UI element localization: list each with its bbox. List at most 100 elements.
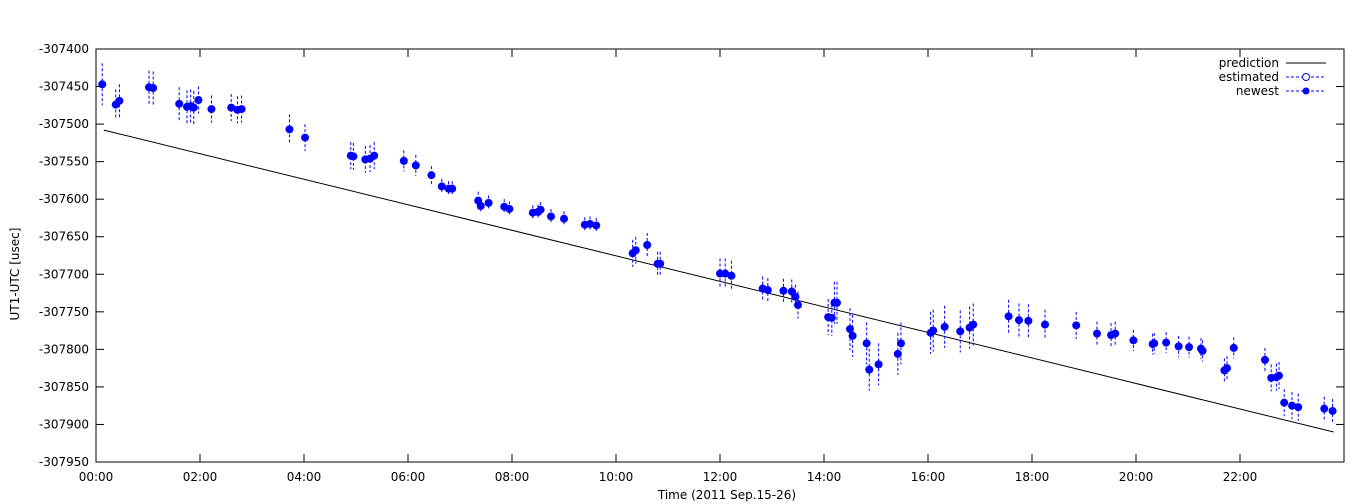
data-point xyxy=(1162,338,1171,347)
data-point xyxy=(1024,316,1033,325)
axes: -307400 -307450 -307500 -307550 -307600 -3076… xyxy=(39,42,1345,484)
data-point xyxy=(411,161,420,170)
data-point xyxy=(1072,321,1081,330)
data-point xyxy=(437,182,446,191)
data-point xyxy=(1223,364,1231,373)
legend-label-newest: newest xyxy=(1236,84,1279,98)
legend-label-estimated: estimated xyxy=(1219,70,1279,84)
data-point xyxy=(301,133,310,142)
y-tick-label: -307500 xyxy=(39,117,89,131)
data-point xyxy=(399,156,408,165)
y-tick-label: -307900 xyxy=(39,417,89,431)
data-point xyxy=(227,103,236,112)
plot-frame xyxy=(95,48,1345,463)
data-point xyxy=(370,151,379,160)
data-point xyxy=(865,365,874,374)
x-axis-label: Time (2011 Sep.15-26) xyxy=(657,488,796,502)
x-tick-label: 02:00 xyxy=(183,470,218,484)
data-point xyxy=(1111,329,1120,338)
x-tick-label: 10:00 xyxy=(599,470,634,484)
data-point xyxy=(1129,336,1138,345)
data-point xyxy=(1150,339,1159,348)
data-point xyxy=(484,198,493,207)
data-point xyxy=(893,349,902,358)
legend-label-prediction: prediction xyxy=(1219,56,1279,70)
y-tick-label: -307850 xyxy=(39,380,89,394)
x-tick-label: 00:00 xyxy=(79,470,114,484)
data-point xyxy=(862,339,871,348)
y-tick-label: -307750 xyxy=(39,305,89,319)
data-point xyxy=(1294,403,1303,412)
data-point xyxy=(149,84,158,93)
data-point xyxy=(727,271,736,280)
y-tick-label: -307550 xyxy=(39,155,89,169)
data-point xyxy=(189,103,198,112)
y-tick-label: -307700 xyxy=(39,267,89,281)
data-point xyxy=(779,286,788,295)
data-point xyxy=(1198,346,1207,355)
x-tick-label: 20:00 xyxy=(1119,470,1154,484)
data-point xyxy=(1093,329,1101,338)
data-point xyxy=(848,331,857,340)
data-point xyxy=(1229,343,1238,352)
data-point xyxy=(560,214,568,223)
legend: prediction estimated newest xyxy=(1219,56,1326,98)
data-point xyxy=(1280,398,1289,407)
data-point xyxy=(448,184,457,193)
x-tick-label: 22:00 xyxy=(1223,470,1258,484)
prediction-line xyxy=(103,129,1334,433)
y-axis-label: UT1-UTC [usec] xyxy=(8,228,22,321)
data-point xyxy=(592,221,601,230)
data-point xyxy=(476,201,485,210)
data-point xyxy=(874,360,883,369)
x-tick-label: 16:00 xyxy=(911,470,946,484)
data-point xyxy=(827,313,836,322)
data-point xyxy=(1260,355,1269,364)
data-point xyxy=(763,286,772,295)
data-point xyxy=(721,269,730,278)
y-tick-label: -307600 xyxy=(39,192,89,206)
data-point xyxy=(98,80,107,89)
data-point xyxy=(1328,406,1337,415)
data-point xyxy=(833,298,841,307)
data-point xyxy=(791,292,800,301)
y-tick-label: -307950 xyxy=(39,455,89,469)
x-tick-label: 04:00 xyxy=(287,470,322,484)
data-point xyxy=(115,96,124,105)
x-tick-label: 12:00 xyxy=(703,470,738,484)
data-point xyxy=(896,339,905,348)
y-tick-label: -307450 xyxy=(39,80,89,94)
legend-marker-estimated xyxy=(1302,73,1310,81)
data-point xyxy=(586,219,594,228)
data-point xyxy=(285,125,294,134)
data-point xyxy=(194,96,203,105)
data-point xyxy=(536,205,545,214)
y-tick-label: -307400 xyxy=(39,42,89,56)
data-point xyxy=(1320,404,1329,413)
y-tick-label: -307650 xyxy=(39,230,89,244)
x-tick-label: 08:00 xyxy=(495,470,530,484)
data-point xyxy=(940,322,949,331)
data-point xyxy=(1174,342,1183,351)
data-point xyxy=(427,171,436,180)
x-tick-label: 18:00 xyxy=(1015,470,1050,484)
data-point xyxy=(175,99,184,108)
data-point xyxy=(846,325,854,334)
data-point xyxy=(794,301,802,310)
data-point xyxy=(1288,401,1296,410)
data-point xyxy=(1185,343,1194,352)
data-point xyxy=(349,152,358,161)
data-point xyxy=(929,326,938,335)
data-point xyxy=(1275,371,1283,380)
data-point xyxy=(1004,312,1013,321)
data-point xyxy=(969,320,978,329)
data-point xyxy=(1015,316,1023,325)
y-tick-label: -307800 xyxy=(39,342,89,356)
x-tick-label: 14:00 xyxy=(807,470,842,484)
data-point xyxy=(631,246,640,255)
x-tick-label: 06:00 xyxy=(391,470,426,484)
data-point xyxy=(505,204,514,213)
data-point xyxy=(656,259,665,268)
data-point xyxy=(643,240,652,249)
